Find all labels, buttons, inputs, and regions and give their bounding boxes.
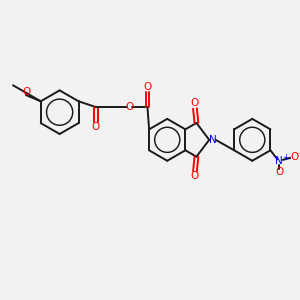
Text: O: O: [23, 87, 31, 97]
Text: O: O: [92, 122, 100, 133]
Text: N: N: [275, 156, 283, 166]
Text: O: O: [275, 167, 283, 177]
Text: O: O: [191, 172, 199, 182]
Text: ⁻: ⁻: [298, 151, 300, 161]
Text: O: O: [143, 82, 152, 92]
Text: O: O: [290, 152, 298, 162]
Text: O: O: [125, 102, 134, 112]
Text: +: +: [282, 153, 289, 162]
Text: O: O: [191, 98, 199, 108]
Text: N: N: [209, 135, 217, 145]
